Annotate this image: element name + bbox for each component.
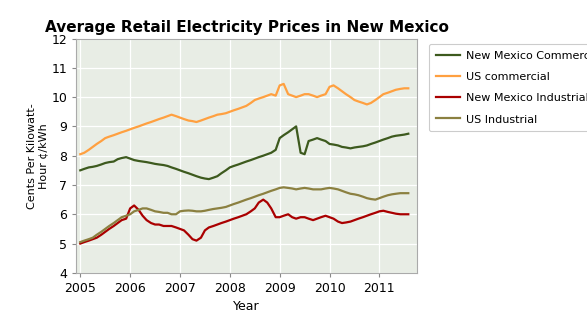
US Industrial — [405, 191, 412, 195]
New Mexico Industrial — [276, 215, 283, 219]
New Mexico Commercial — [276, 136, 283, 140]
Title: Average Retail Electricity Prices in New Mexico: Average Retail Electricity Prices in New… — [45, 20, 448, 35]
New Mexico Industrial — [259, 198, 266, 202]
US commercial — [77, 152, 84, 156]
New Mexico Commercial — [205, 177, 212, 181]
US commercial — [292, 95, 299, 99]
New Mexico Industrial — [405, 213, 412, 216]
Line: New Mexico Industrial: New Mexico Industrial — [80, 200, 409, 244]
US commercial — [405, 86, 412, 90]
New Mexico Industrial — [280, 214, 287, 218]
New Mexico Commercial — [376, 139, 383, 143]
Legend: New Mexico Commercial, US commercial, New Mexico Industrial, US Industrial: New Mexico Commercial, US commercial, Ne… — [429, 44, 587, 131]
US Industrial — [77, 240, 84, 244]
US commercial — [280, 82, 287, 86]
New Mexico Industrial — [305, 217, 312, 221]
New Mexico Industrial — [222, 220, 230, 223]
New Mexico Industrial — [372, 211, 379, 215]
New Mexico Commercial — [292, 125, 299, 128]
X-axis label: Year: Year — [233, 300, 260, 313]
US Industrial — [292, 187, 299, 191]
New Mexico Commercial — [405, 132, 412, 136]
New Mexico Industrial — [77, 242, 84, 246]
Line: US commercial: US commercial — [80, 84, 409, 154]
New Mexico Commercial — [77, 169, 84, 172]
US Industrial — [305, 187, 312, 190]
Line: New Mexico Commercial: New Mexico Commercial — [80, 126, 409, 179]
US Industrial — [276, 186, 283, 190]
US commercial — [276, 83, 283, 87]
Line: US Industrial: US Industrial — [80, 187, 409, 242]
Y-axis label: Cents Per Kilowatt-
Hour ¢/kWh: Cents Per Kilowatt- Hour ¢/kWh — [27, 103, 49, 209]
US commercial — [305, 92, 312, 96]
US commercial — [372, 98, 379, 102]
US Industrial — [272, 187, 279, 191]
US Industrial — [280, 186, 287, 189]
New Mexico Industrial — [292, 217, 299, 221]
New Mexico Commercial — [280, 133, 287, 137]
US commercial — [222, 111, 230, 115]
New Mexico Commercial — [297, 151, 304, 155]
New Mexico Commercial — [309, 138, 316, 142]
US Industrial — [372, 198, 379, 202]
US commercial — [272, 94, 279, 98]
US Industrial — [222, 205, 230, 209]
New Mexico Commercial — [227, 166, 234, 169]
